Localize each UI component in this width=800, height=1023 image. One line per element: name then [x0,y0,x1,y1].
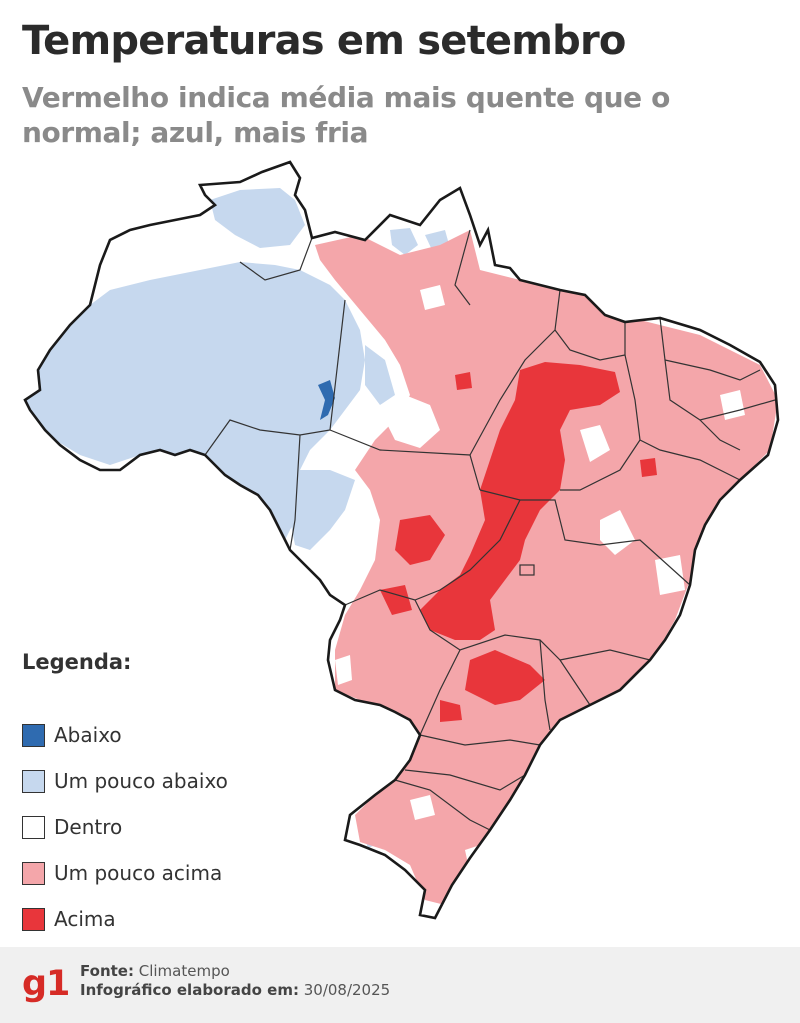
page-subtitle: Vermelho indica média mais quente que o … [22,81,670,149]
legend-label: Acima [54,907,116,931]
footer-credits: Fonte: Climatempo Infográfico elaborado … [80,962,390,1000]
legend-item-um-pouco-abaixo: Um pouco abaixo [22,758,228,804]
legend-item-um-pouco-acima: Um pouco acima [22,850,228,896]
legend-label: Abaixo [54,723,122,747]
legend-item-acima: Acima [22,896,228,942]
legend-title: Legenda: [22,650,132,674]
footer: g1 Fonte: Climatempo Infográfico elabora… [0,947,800,1023]
legend-item-abaixo: Abaixo [22,712,228,758]
legend-swatch [22,815,45,839]
brazil-temperature-map [23,160,780,920]
legend-item-dentro: Dentro [22,804,228,850]
legend-swatch [22,861,45,885]
legend-label: Dentro [54,815,123,839]
legend-swatch [22,769,45,793]
source-value: Climatempo [138,962,230,980]
g1-logo: g1 [22,964,70,1004]
legend-swatch [22,723,45,747]
date-label: Infográfico elaborado em: [80,981,299,999]
legend-label: Um pouco abaixo [54,769,228,793]
legend-label: Um pouco acima [54,861,223,885]
source-label: Fonte: [80,962,134,980]
page-title: Temperaturas em setembro [22,18,626,64]
legend-swatch [22,907,45,931]
date-value: 30/08/2025 [303,981,391,999]
legend: Abaixo Um pouco abaixo Dentro Um pouco a… [22,712,228,942]
